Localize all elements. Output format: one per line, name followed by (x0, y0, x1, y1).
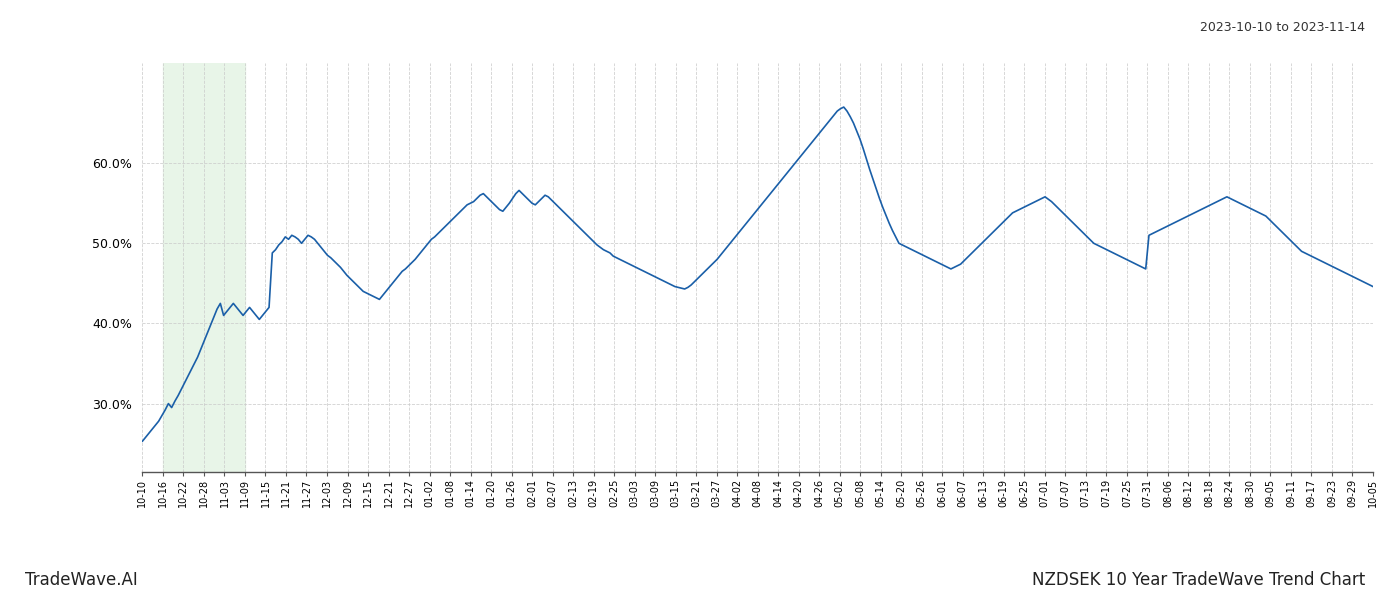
Text: NZDSEK 10 Year TradeWave Trend Chart: NZDSEK 10 Year TradeWave Trend Chart (1032, 571, 1365, 589)
Bar (162, 63, 245, 472)
Text: TradeWave.AI: TradeWave.AI (25, 571, 139, 589)
Text: 2023-10-10 to 2023-11-14: 2023-10-10 to 2023-11-14 (1200, 21, 1365, 34)
